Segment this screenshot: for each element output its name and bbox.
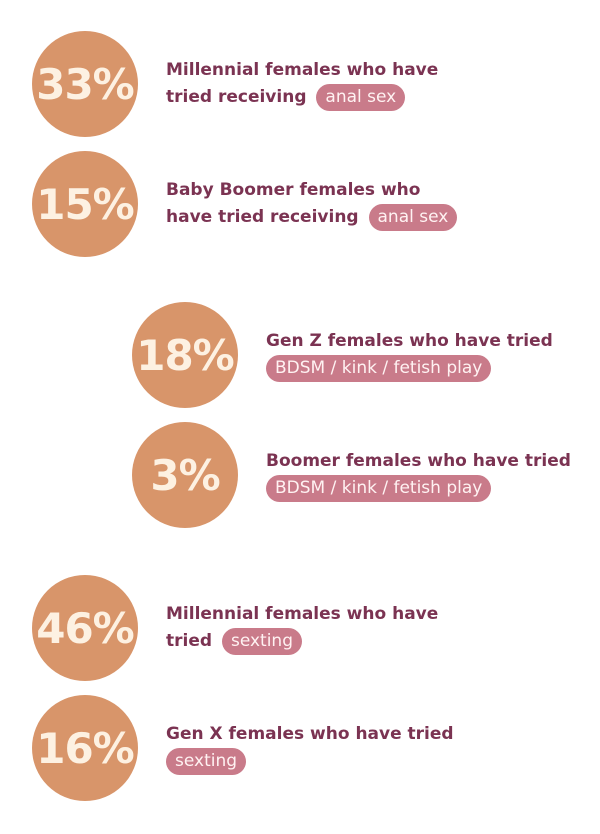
stat-line-2: BDSM / kink / fetish play (266, 355, 553, 382)
highlight-pill: BDSM / kink / fetish play (266, 355, 492, 382)
stat-genx-sexting: 16% Gen X females who have tried sexting (32, 695, 454, 801)
stat-line-1: Gen Z females who have tried (266, 331, 553, 351)
stat-line-2-text: have tried receiving (166, 207, 359, 227)
stat-percent-circle: 18% (132, 302, 238, 408)
stat-millennial-anal: 33% Millennial females who have tried re… (32, 31, 438, 137)
stat-description: Baby Boomer females who have tried recei… (166, 177, 458, 231)
stat-description: Millennial females who have tried sextin… (166, 601, 438, 655)
highlight-pill: sexting (166, 748, 247, 775)
stat-boomer-bdsm: 3% Boomer females who have tried BDSM / … (132, 422, 571, 528)
stat-percent-circle: 15% (32, 151, 138, 257)
stat-line-2: BDSM / kink / fetish play (266, 475, 571, 502)
stat-line-1: Baby Boomer females who (166, 180, 421, 200)
stat-line-2: sexting (166, 748, 454, 775)
stat-line-1: Millennial females who have (166, 604, 439, 624)
stat-percent-circle: 3% (132, 422, 238, 528)
stat-description: Millennial females who have tried receiv… (166, 57, 438, 111)
stat-line-1: Gen X females who have tried (166, 724, 454, 744)
highlight-pill: anal sex (316, 84, 406, 111)
highlight-pill: sexting (221, 628, 303, 655)
stat-boomer-anal: 15% Baby Boomer females who have tried r… (32, 151, 458, 257)
stat-description: Gen X females who have tried sexting (166, 721, 454, 775)
stat-line-2: tried sexting (166, 628, 438, 655)
stat-line-2-text: tried (166, 631, 213, 651)
stat-percent-circle: 33% (32, 31, 138, 137)
stat-line-2-text: tried receiving (166, 87, 307, 107)
stat-description: Boomer females who have tried BDSM / kin… (266, 448, 571, 502)
highlight-pill: anal sex (368, 204, 458, 231)
highlight-pill: BDSM / kink / fetish play (266, 475, 492, 502)
stat-line-1: Boomer females who have tried (266, 451, 571, 471)
stat-genz-bdsm: 18% Gen Z females who have tried BDSM / … (132, 302, 553, 408)
stat-line-1: Millennial females who have (166, 60, 439, 80)
stat-millennial-sexting: 46% Millennial females who have tried se… (32, 575, 438, 681)
stat-line-2: have tried receiving anal sex (166, 204, 458, 231)
stat-description: Gen Z females who have tried BDSM / kink… (266, 328, 553, 382)
stat-line-2: tried receiving anal sex (166, 84, 438, 111)
stat-percent-circle: 46% (32, 575, 138, 681)
stat-percent-circle: 16% (32, 695, 138, 801)
